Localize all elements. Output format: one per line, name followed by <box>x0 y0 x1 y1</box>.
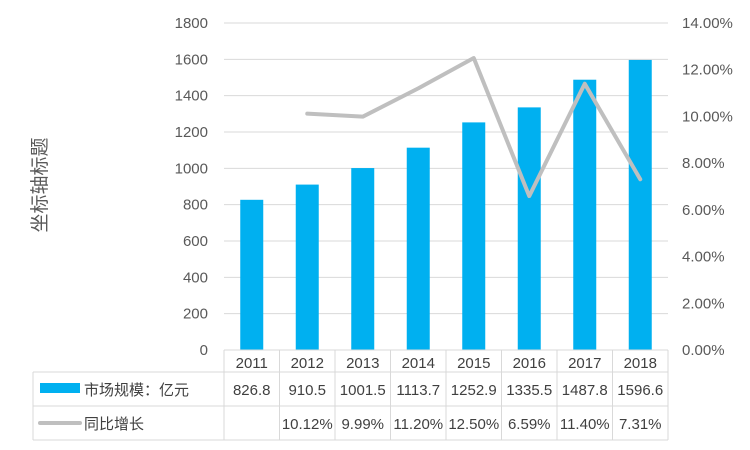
bar <box>573 79 597 350</box>
y-tick-label: 1000 <box>175 160 208 177</box>
y2-tick-label: 12.00% <box>682 62 733 79</box>
x-tick-label: 2018 <box>624 355 657 372</box>
data-label: 7.31% <box>619 416 662 433</box>
bar <box>240 199 264 350</box>
y-tick-label: 800 <box>183 197 208 214</box>
data-label: 1113.7 <box>396 382 440 399</box>
data-label: 6.59% <box>508 416 551 433</box>
y2-tick-label: 10.00% <box>682 108 733 125</box>
x-tick-label: 2012 <box>291 355 324 372</box>
bar <box>462 122 486 350</box>
data-label: 826.8 <box>233 382 271 399</box>
y-axis-title: 坐标轴标题 <box>29 137 51 232</box>
y-tick-label: 1800 <box>175 15 208 32</box>
data-label: 1596.6 <box>617 382 663 399</box>
y-tick-label: 400 <box>183 269 208 286</box>
bar <box>517 107 541 351</box>
y-tick-label: 0 <box>200 342 208 359</box>
y2-tick-label: 2.00% <box>682 295 725 312</box>
data-label: 910.5 <box>288 382 326 399</box>
data-label: 11.40% <box>560 416 610 433</box>
y-axis-ticks: 0 200 400 600 800 1000 1200 1400 1600 1800 <box>175 15 208 359</box>
x-tick-label: 2014 <box>402 355 435 372</box>
legend-entry: 同比增长 <box>84 416 144 433</box>
bar <box>351 168 375 350</box>
x-tick-label: 2013 <box>346 355 379 372</box>
data-table: 2011 2012 2013 2014 2015 2016 2017 2018 市场规模：亿元同… <box>32 349 669 441</box>
legend-entry: 市场规模：亿元 <box>84 382 189 399</box>
x-tick-label: 2017 <box>568 355 601 372</box>
data-label: 9.99% <box>341 416 384 433</box>
data-label: 1001.5 <box>340 382 386 399</box>
growth-line <box>305 56 643 199</box>
y2-tick-label: 0.00% <box>682 342 725 359</box>
y2-axis-ticks: 0.00% 2.00% 4.00% 6.00% 8.00% 10.00% 12.00% 14.… <box>682 15 733 359</box>
data-label: 1487.8 <box>562 382 608 399</box>
bar <box>628 59 652 351</box>
data-label: 12.50% <box>448 416 499 433</box>
y-tick-label: 1400 <box>175 88 208 105</box>
bar <box>295 184 319 350</box>
bar-series <box>240 59 652 351</box>
x-tick-label: 2011 <box>236 355 268 372</box>
data-label: 11.20% <box>393 416 443 433</box>
y-tick-label: 1600 <box>175 51 208 68</box>
data-label: 10.12% <box>282 416 333 433</box>
legend-key-bar <box>40 383 80 393</box>
x-tick-label: 2015 <box>457 355 490 372</box>
y-tick-label: 200 <box>183 306 208 323</box>
y2-tick-label: 4.00% <box>682 249 725 266</box>
y2-tick-label: 6.00% <box>682 202 725 219</box>
gridlines <box>224 22 668 315</box>
x-tick-label: 2016 <box>513 355 546 372</box>
bar <box>406 147 430 350</box>
y2-tick-label: 14.00% <box>682 15 733 32</box>
data-label: 1335.5 <box>506 382 552 399</box>
y-tick-label: 600 <box>183 233 208 250</box>
y-tick-label: 1200 <box>175 124 208 141</box>
data-label: 1252.9 <box>451 382 497 399</box>
y2-tick-label: 8.00% <box>682 155 725 172</box>
